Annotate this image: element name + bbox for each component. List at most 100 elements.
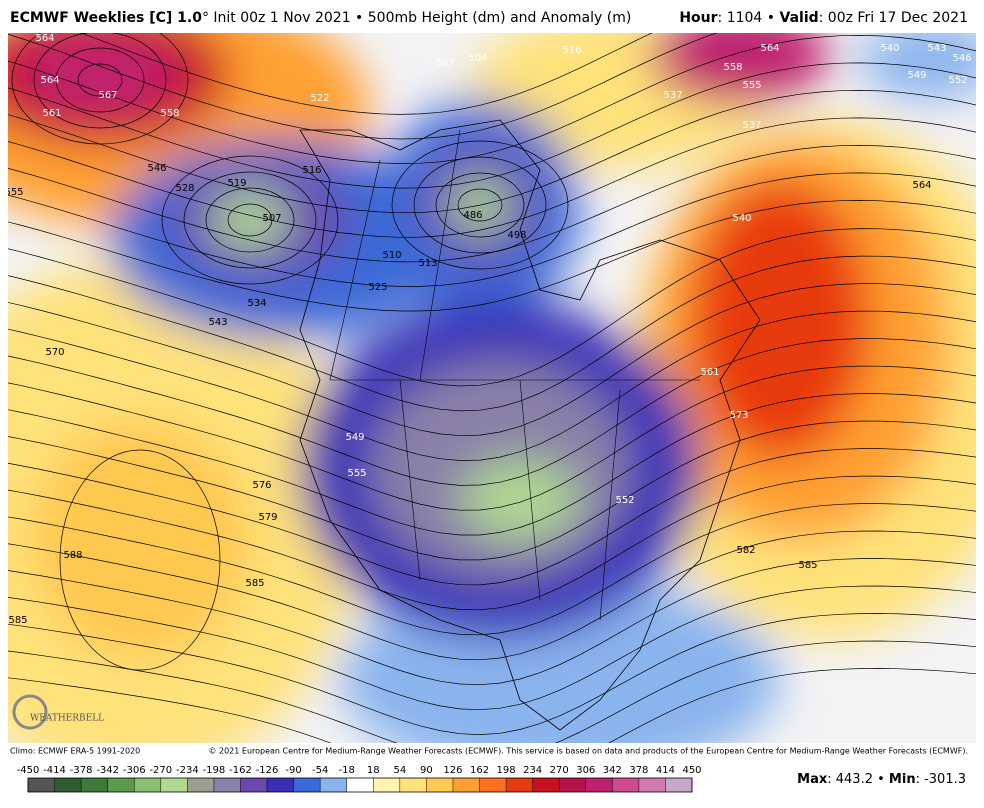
colorbar-tick-label: -450 xyxy=(17,765,40,776)
contour-label: 507 xyxy=(435,58,454,69)
contour-line xyxy=(8,90,976,214)
logo: WEATHERBELL xyxy=(30,714,104,724)
anomaly-blob xyxy=(460,460,580,540)
contour-label: 576 xyxy=(252,480,271,491)
header-valid: Hour: 1104 • Valid: 00z Fri 17 Dec 2021 xyxy=(679,10,968,26)
contour-line xyxy=(8,228,976,387)
text-part: Hour xyxy=(679,10,717,26)
colorbar-swatch xyxy=(638,778,666,792)
colorbar-swatch xyxy=(160,778,188,792)
copyright: © 2021 European Centre for Medium-Range … xyxy=(208,747,968,756)
colorbar-swatch xyxy=(107,778,135,792)
contour-label: 588 xyxy=(63,550,82,561)
contour-label: 564 xyxy=(35,33,54,44)
contour-label: 516 xyxy=(562,45,581,56)
contour-label: 525 xyxy=(368,282,387,293)
text-part: ° Init 00z 1 Nov 2021 • 500mb Height (dm… xyxy=(202,10,631,26)
contour-label: 573 xyxy=(729,410,748,421)
contour-ring xyxy=(161,155,339,285)
contour-line xyxy=(8,172,976,287)
colorbar-tick-label: -270 xyxy=(149,765,172,776)
contour-label: 522 xyxy=(310,93,329,104)
contour-line xyxy=(8,613,976,735)
contour-label: 504 xyxy=(468,53,487,64)
contour-label: 552 xyxy=(948,75,967,86)
colorbar-tick-label: 450 xyxy=(682,765,701,776)
contour-line xyxy=(8,35,976,164)
contour-label: 513 xyxy=(418,258,437,269)
contour-label: 561 xyxy=(42,108,61,119)
anomaly-blob xyxy=(650,33,830,105)
contour-ring xyxy=(77,63,123,97)
contour-label: 540 xyxy=(732,213,751,224)
colorbar-tick-label: -414 xyxy=(43,765,66,776)
contour-label: 537 xyxy=(663,90,682,101)
contour-label: 540 xyxy=(880,43,899,54)
contour-ring xyxy=(55,47,145,113)
contour-line xyxy=(8,255,976,412)
colorbar-swatch xyxy=(506,778,534,792)
contour-label: 579 xyxy=(258,512,277,523)
contour-line xyxy=(8,585,976,711)
climo: Climo: ECMWF ERA-5 1991-2020 xyxy=(10,747,140,756)
colorbar-tick-label: 198 xyxy=(497,765,516,776)
colorbar-swatch xyxy=(585,778,613,792)
contour-line xyxy=(8,283,976,437)
contour-label: 498 xyxy=(507,230,526,241)
contour-label: 519 xyxy=(227,178,246,189)
contour-line xyxy=(8,365,976,511)
contour-label: 558 xyxy=(723,62,742,73)
colorbar-tick-label: 18 xyxy=(367,765,380,776)
contour-label: 546 xyxy=(147,163,166,174)
contour-line xyxy=(80,33,653,115)
contour-label: 552 xyxy=(615,495,634,506)
anomaly-field xyxy=(8,33,976,743)
colorbar-swatch xyxy=(187,778,215,792)
contour-line xyxy=(8,145,976,263)
contour-line xyxy=(8,475,976,611)
contour-label: 507 xyxy=(262,213,281,224)
contour-label: 567 xyxy=(98,90,117,101)
contour-line xyxy=(8,338,976,486)
colorbar-tick-label: 378 xyxy=(629,765,648,776)
colorbar: -450 -414 -378 -342 -306 -270 -234 -198 -162 -126… xyxy=(17,765,702,793)
colorbar-swatch xyxy=(54,778,82,792)
text-part: : -301.3 xyxy=(916,772,966,787)
colorbar-tick-label: 90 xyxy=(420,765,433,776)
contour-line xyxy=(8,420,976,561)
text-part: Valid xyxy=(780,10,819,26)
colorbar-tick-label: -234 xyxy=(176,765,199,776)
contour-ring xyxy=(205,187,295,253)
contour-label: 534 xyxy=(247,298,266,309)
colorbar-tick-label: -378 xyxy=(70,765,93,776)
colorbar-tick-label: 54 xyxy=(393,765,406,776)
contour-label: 549 xyxy=(345,432,364,443)
contour-label: 585 xyxy=(8,615,27,626)
anomaly-blob xyxy=(30,420,250,660)
contour-ring xyxy=(435,172,525,238)
contour-ring xyxy=(59,449,221,671)
colorbar-tick-label: -90 xyxy=(285,765,301,776)
contour-label: 585 xyxy=(798,560,817,571)
contour-line xyxy=(8,310,976,461)
contour-label: 528 xyxy=(175,183,194,194)
colorbar-tick-label: 414 xyxy=(656,765,675,776)
contour-label: 510 xyxy=(382,250,401,261)
contour-line xyxy=(8,62,976,189)
contour-label: 549 xyxy=(907,70,926,81)
contours xyxy=(8,33,976,743)
colorbar-swatch xyxy=(320,778,348,792)
colorbar-tick-label: -342 xyxy=(96,765,119,776)
colorbar-tick-label: -162 xyxy=(229,765,252,776)
text-part: ECMWF Weeklies [C] 1.0 xyxy=(10,10,202,26)
contour-label: 585 xyxy=(245,578,264,589)
contour-label: 543 xyxy=(927,43,946,54)
contour-labels: 564 564 561 567 558 546 528 522 507 504 516 519 507 5… xyxy=(8,33,972,626)
contour-label: 582 xyxy=(736,545,755,556)
contour-label: 561 xyxy=(700,367,719,378)
contour-label: 564 xyxy=(40,75,59,86)
contour-ring xyxy=(457,188,503,222)
contour-line xyxy=(8,117,976,238)
colorbar-swatch xyxy=(452,778,481,792)
